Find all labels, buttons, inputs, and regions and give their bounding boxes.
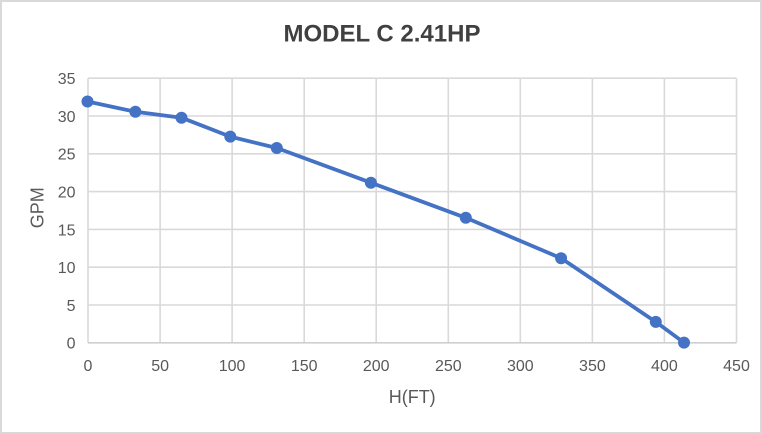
svg-text:250: 250 (435, 358, 462, 375)
svg-text:0: 0 (84, 358, 93, 375)
svg-text:50: 50 (151, 358, 169, 375)
svg-text:10: 10 (58, 260, 76, 277)
svg-text:GPM: GPM (27, 187, 47, 228)
svg-text:25: 25 (58, 147, 76, 164)
svg-text:350: 350 (579, 358, 606, 375)
svg-text:150: 150 (291, 358, 318, 375)
svg-text:MODEL C 2.41HP: MODEL C 2.41HP (284, 21, 481, 48)
svg-text:20: 20 (58, 185, 76, 202)
svg-text:0: 0 (67, 336, 76, 353)
svg-text:5: 5 (67, 298, 76, 315)
svg-text:200: 200 (363, 358, 390, 375)
svg-text:100: 100 (219, 358, 246, 375)
svg-text:35: 35 (58, 71, 76, 88)
svg-text:300: 300 (507, 358, 534, 375)
svg-text:450: 450 (723, 358, 750, 375)
svg-text:H(FT): H(FT) (389, 387, 436, 407)
svg-text:15: 15 (58, 222, 76, 239)
svg-text:30: 30 (58, 109, 76, 126)
svg-text:400: 400 (651, 358, 678, 375)
